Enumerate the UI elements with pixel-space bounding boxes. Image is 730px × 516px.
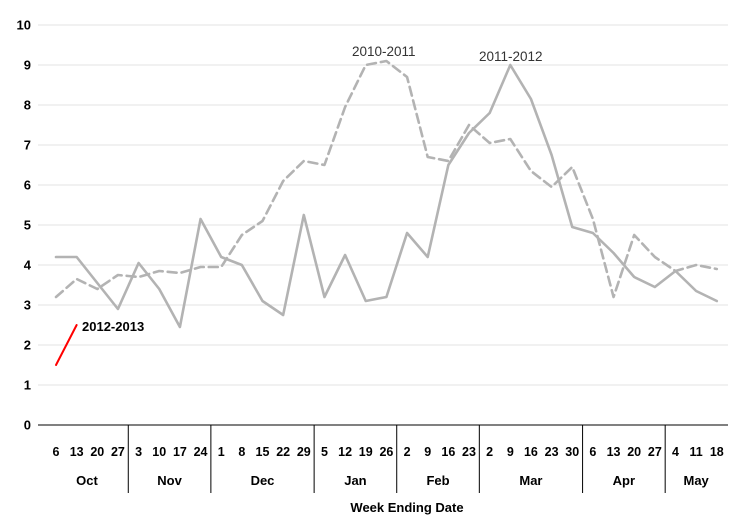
x-tick-label: 10 (152, 445, 166, 459)
x-tick-label: 23 (462, 445, 476, 459)
x-tick-label: 27 (111, 445, 125, 459)
y-tick-label-0: 0 (24, 418, 31, 433)
x-tick-label: 24 (194, 445, 208, 459)
y-tick-label-5: 5 (24, 218, 31, 233)
x-tick-label: 1 (218, 445, 225, 459)
x-tick-label: 30 (565, 445, 579, 459)
x-tick-label: 13 (607, 445, 621, 459)
x-tick-label: 17 (173, 445, 187, 459)
x-tick-label: 23 (545, 445, 559, 459)
x-tick-label: 13 (70, 445, 84, 459)
x-tick-label: 4 (672, 445, 679, 459)
series-label-2010-2011: 2010-2011 (352, 44, 416, 59)
y-axis-ticks: 0 1 2 3 4 5 6 7 8 9 10 (17, 18, 32, 433)
y-tick-label-6: 6 (24, 178, 31, 193)
series-lines (54, 59, 719, 366)
x-tick-label: 8 (238, 445, 245, 459)
series-label-2011-2012: 2011-2012 (479, 49, 543, 64)
series-line-2011-2012 (54, 63, 719, 329)
y-tick-label-3: 3 (24, 298, 31, 313)
x-tick-label: 9 (424, 445, 431, 459)
y-tick-label-1: 1 (24, 378, 31, 393)
x-axis-title: Week Ending Date (350, 500, 463, 515)
y-tick-label-7: 7 (24, 138, 31, 153)
x-tick-label: 11 (690, 445, 703, 459)
x-tick-label: 15 (256, 445, 270, 459)
x-tick-label: 18 (710, 445, 724, 459)
month-label-feb: Feb (426, 473, 449, 488)
month-label-jan: Jan (344, 473, 366, 488)
x-tick-label: 16 (524, 445, 538, 459)
x-tick-label: 16 (441, 445, 455, 459)
y-tick-label-4: 4 (24, 258, 32, 273)
x-tick-label: 3 (135, 445, 142, 459)
x-tick-label: 22 (276, 445, 290, 459)
x-tick-label: 2 (404, 445, 411, 459)
x-tick-label: 9 (507, 445, 514, 459)
y-tick-label-10: 10 (17, 18, 31, 33)
x-tick-label: 20 (90, 445, 104, 459)
series-labels: 2010-2011 2011-2012 2012-2013 (82, 44, 543, 334)
x-tick-label: 5 (321, 445, 328, 459)
x-tick-label: 27 (648, 445, 662, 459)
month-label-apr: Apr (613, 473, 635, 488)
x-tick-label: 26 (379, 445, 393, 459)
month-label-mar: Mar (519, 473, 542, 488)
y-tick-label-2: 2 (24, 338, 31, 353)
series-line-2012-2013 (55, 324, 78, 366)
y-tick-label-8: 8 (24, 98, 31, 113)
x-axis: 6 13 20 27 3 10 17 24 1 8 15 22 29 5 12 19 26 2 9 16 23 2 9 16 2… (38, 424, 728, 493)
x-tick-label: 29 (297, 445, 311, 459)
x-tick-label: 20 (627, 445, 641, 459)
series-line-2010-2011 (54, 59, 719, 299)
month-label-nov: Nov (157, 473, 182, 488)
x-tick-label: 6 (589, 445, 596, 459)
x-tick-label: 6 (53, 445, 60, 459)
y-tick-label-9: 9 (24, 58, 31, 73)
x-tick-label: 19 (359, 445, 373, 459)
gridlines (38, 24, 728, 386)
x-tick-label: 2 (486, 445, 493, 459)
month-label-oct: Oct (76, 473, 98, 488)
x-tick-label: 12 (338, 445, 352, 459)
month-label-dec: Dec (251, 473, 275, 488)
series-label-2012-2013: 2012-2013 (82, 319, 144, 334)
month-label-may: May (684, 473, 710, 488)
